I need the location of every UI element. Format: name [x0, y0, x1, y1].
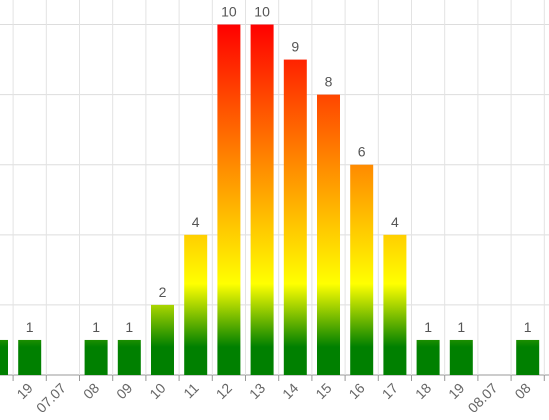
value-label: 10 — [254, 4, 270, 20]
value-label: 2 — [159, 284, 167, 300]
bar — [516, 339, 540, 375]
bar — [184, 234, 208, 375]
bar — [416, 339, 440, 375]
value-label: 1 — [457, 319, 465, 335]
x-tick-label: 13 — [246, 380, 268, 402]
bar — [217, 24, 241, 375]
bar — [0, 339, 8, 375]
x-tick-label: 07.07 — [33, 380, 69, 416]
bar — [350, 164, 374, 375]
x-tick-label: 17 — [379, 380, 401, 402]
value-label: 4 — [192, 214, 200, 230]
value-label: 1 — [524, 319, 532, 335]
x-tick-label: 19 — [445, 380, 467, 402]
x-tick-label: 09 — [113, 380, 135, 402]
x-tick-label: 15 — [312, 380, 334, 402]
bar — [84, 339, 108, 375]
x-tick-label: 19 — [13, 380, 35, 402]
x-tick-label: 08 — [511, 380, 533, 402]
value-label: 1 — [125, 319, 133, 335]
value-label: 9 — [291, 39, 299, 55]
bar — [383, 234, 407, 375]
x-tick-label: 14 — [279, 380, 301, 402]
value-label: 1 — [92, 319, 100, 335]
bar — [117, 339, 141, 375]
bar — [151, 304, 174, 375]
x-tick-label: 16 — [345, 380, 367, 402]
x-tick-label: 11 — [180, 380, 202, 402]
x-tick-label: 12 — [213, 380, 235, 402]
value-label: 1 — [424, 319, 432, 335]
bar — [317, 94, 340, 376]
bar — [449, 339, 473, 375]
value-label: 1 — [26, 319, 34, 335]
value-label: 8 — [325, 74, 333, 90]
x-tick-label: 08 — [80, 380, 102, 402]
value-label: 6 — [358, 144, 366, 160]
value-label: 10 — [221, 4, 237, 20]
bar — [250, 24, 274, 375]
bar — [18, 339, 42, 375]
value-label: 4 — [391, 214, 399, 230]
value-label: 1 — [0, 319, 1, 335]
x-tick-label: 08.07 — [465, 380, 501, 416]
x-tick-label: 18 — [412, 380, 434, 402]
bar — [283, 59, 307, 376]
x-tick-label: 10 — [146, 380, 168, 402]
